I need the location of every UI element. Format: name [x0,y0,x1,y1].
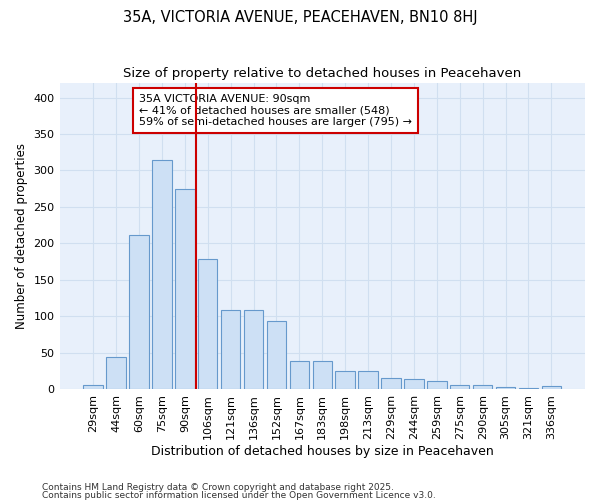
Text: 35A VICTORIA AVENUE: 90sqm
← 41% of detached houses are smaller (548)
59% of sem: 35A VICTORIA AVENUE: 90sqm ← 41% of deta… [139,94,412,127]
Bar [152,160,172,389]
Bar [519,388,538,389]
Bar [244,310,263,389]
Bar [129,234,149,389]
Bar [381,378,401,389]
Bar [496,387,515,389]
Bar [267,321,286,389]
Bar [450,386,469,389]
Bar [542,386,561,389]
Bar [221,310,241,389]
Bar [404,380,424,389]
Bar [106,357,126,389]
Bar [473,386,493,389]
Bar [335,370,355,389]
X-axis label: Distribution of detached houses by size in Peacehaven: Distribution of detached houses by size … [151,444,494,458]
Bar [198,260,217,389]
Bar [358,372,378,389]
Title: Size of property relative to detached houses in Peacehaven: Size of property relative to detached ho… [123,68,521,80]
Bar [83,386,103,389]
Bar [175,188,194,389]
Y-axis label: Number of detached properties: Number of detached properties [15,143,28,329]
Text: Contains HM Land Registry data © Crown copyright and database right 2025.: Contains HM Land Registry data © Crown c… [42,484,394,492]
Bar [313,362,332,389]
Text: 35A, VICTORIA AVENUE, PEACEHAVEN, BN10 8HJ: 35A, VICTORIA AVENUE, PEACEHAVEN, BN10 8… [122,10,478,25]
Bar [427,381,446,389]
Text: Contains public sector information licensed under the Open Government Licence v3: Contains public sector information licen… [42,490,436,500]
Bar [290,362,309,389]
